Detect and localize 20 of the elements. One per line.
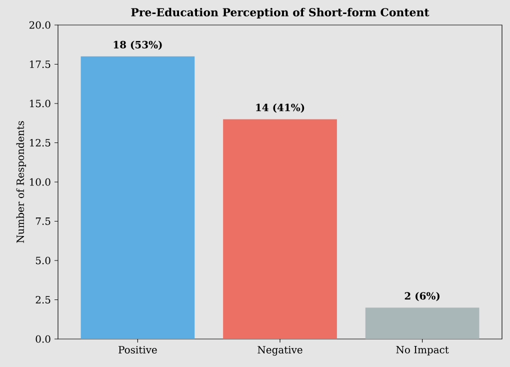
x-tick-label: Negative [258, 346, 302, 356]
y-tick-label: 10.0 [30, 178, 50, 186]
data-label: 18 (53%) [114, 40, 162, 50]
x-tick-label: No Impact [396, 346, 449, 356]
bar [223, 119, 337, 339]
y-tick-label: 15.0 [30, 100, 50, 108]
data-label: 2 (6%) [404, 292, 440, 302]
y-tick-label: 0.0 [36, 335, 50, 343]
y-tick-label: 20.0 [29, 21, 50, 29]
y-tick-label: 17.5 [30, 60, 50, 68]
bar [80, 56, 195, 339]
y-tick-label: 7.5 [36, 218, 50, 225]
bar [365, 308, 480, 339]
x-tick-label: Positive [118, 346, 157, 354]
chart-title: Pre-Education Perception of Short-form Content [131, 8, 430, 18]
y-tick-label: 12.5 [30, 138, 50, 147]
data-label: 14 (41%) [256, 104, 304, 113]
y-tick-label: 2.5 [36, 296, 50, 304]
y-axis-title: Number of Respondents [16, 121, 26, 243]
y-tick-label: 5.0 [36, 256, 50, 264]
